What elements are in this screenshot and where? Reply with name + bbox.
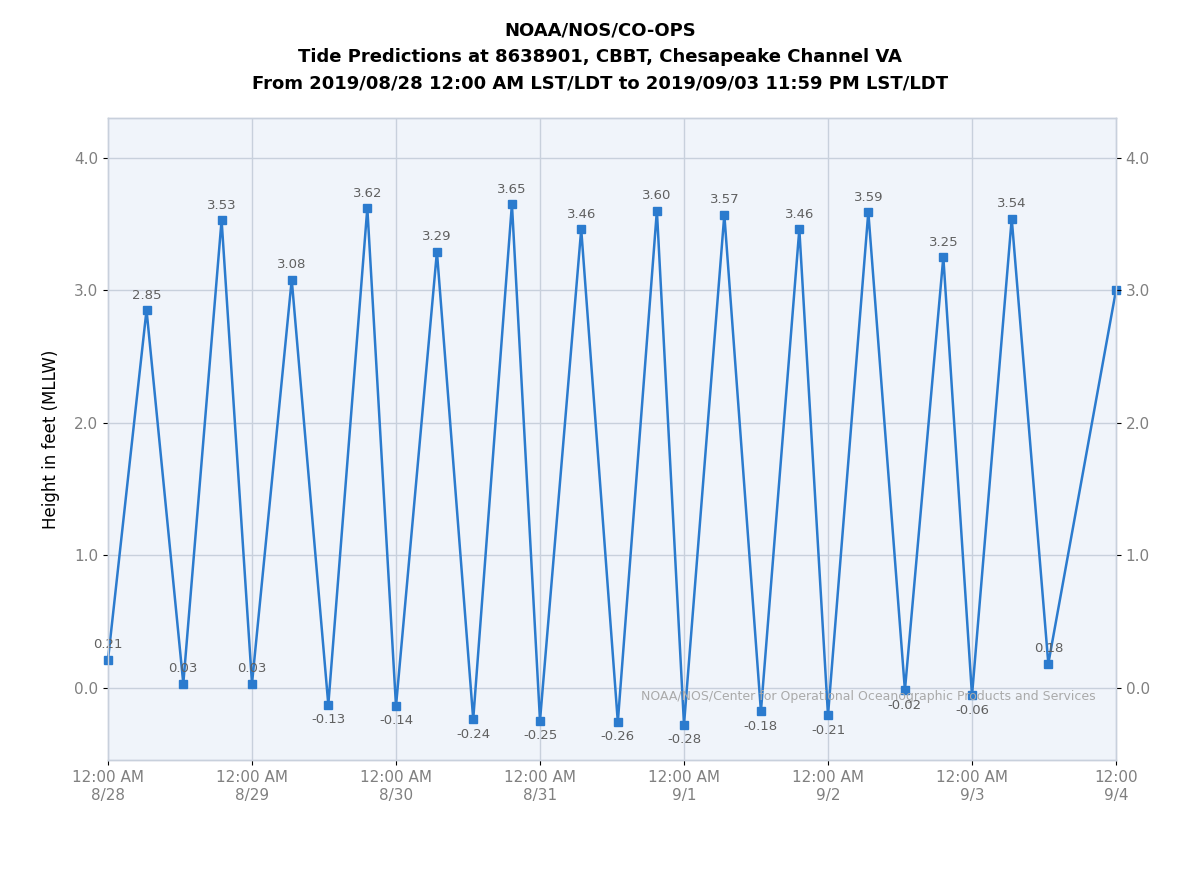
Text: 0.03: 0.03 — [238, 662, 266, 676]
Text: NOAA/NOS/Center for Operational Oceanographic Products and Services: NOAA/NOS/Center for Operational Oceanogr… — [641, 690, 1096, 703]
Text: 0.03: 0.03 — [169, 662, 198, 676]
Text: 0.21: 0.21 — [94, 638, 122, 651]
Text: 3.46: 3.46 — [785, 208, 814, 221]
Text: 3.25: 3.25 — [929, 236, 958, 249]
Y-axis label: Height in feet (MLLW): Height in feet (MLLW) — [42, 350, 60, 529]
Text: NOAA/NOS/CO-OPS
Tide Predictions at 8638901, CBBT, Chesapeake Channel VA
From 20: NOAA/NOS/CO-OPS Tide Predictions at 8638… — [252, 22, 948, 93]
Text: 3.60: 3.60 — [642, 190, 672, 203]
Text: -0.24: -0.24 — [456, 728, 491, 740]
Text: -0.06: -0.06 — [955, 704, 989, 717]
Text: -0.13: -0.13 — [311, 713, 346, 726]
Text: 3.57: 3.57 — [709, 193, 739, 206]
Text: 3.08: 3.08 — [277, 258, 306, 271]
Text: -0.02: -0.02 — [888, 698, 922, 711]
Text: -0.18: -0.18 — [744, 719, 778, 732]
Text: 3.65: 3.65 — [497, 183, 527, 196]
Text: -0.25: -0.25 — [523, 729, 557, 742]
Text: 3.53: 3.53 — [206, 198, 236, 212]
Text: 3.29: 3.29 — [422, 231, 451, 244]
Text: -0.26: -0.26 — [601, 731, 635, 743]
Text: 2.85: 2.85 — [132, 288, 161, 302]
Text: -0.14: -0.14 — [379, 714, 413, 727]
Text: 3.59: 3.59 — [853, 191, 883, 204]
Text: -0.21: -0.21 — [811, 724, 845, 737]
Text: 3.54: 3.54 — [997, 198, 1026, 211]
Text: 0.18: 0.18 — [1033, 642, 1063, 656]
Text: 3.46: 3.46 — [566, 208, 596, 221]
Text: -0.28: -0.28 — [667, 733, 701, 746]
Text: 3.62: 3.62 — [353, 187, 382, 200]
